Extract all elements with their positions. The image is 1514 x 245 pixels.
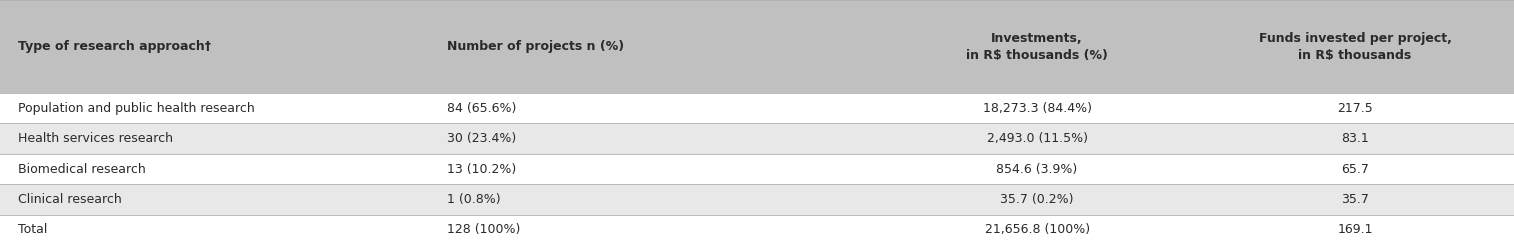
Text: Clinical research: Clinical research [18,193,123,206]
Text: 128 (100%): 128 (100%) [447,223,519,236]
Text: 35.7: 35.7 [1341,193,1369,206]
Bar [0,93,1514,123]
Text: Funds invested per project,
in R$ thousands: Funds invested per project, in R$ thousa… [1258,32,1452,61]
Text: Type of research approach†: Type of research approach† [18,40,210,53]
Bar [0,0,1514,93]
Bar [0,184,1514,215]
Text: 169.1: 169.1 [1337,223,1373,236]
Text: Total: Total [18,223,47,236]
Text: 65.7: 65.7 [1341,162,1369,176]
Text: 1 (0.8%): 1 (0.8%) [447,193,500,206]
Text: 854.6 (3.9%): 854.6 (3.9%) [996,162,1078,176]
Bar [0,215,1514,245]
Text: 18,273.3 (84.4%): 18,273.3 (84.4%) [983,102,1092,115]
Text: Number of projects n (%): Number of projects n (%) [447,40,624,53]
Text: 21,656.8 (100%): 21,656.8 (100%) [984,223,1090,236]
Text: 83.1: 83.1 [1341,132,1369,145]
Bar [0,154,1514,184]
Text: Health services research: Health services research [18,132,173,145]
Text: Biomedical research: Biomedical research [18,162,145,176]
Text: Population and public health research: Population and public health research [18,102,254,115]
Text: 217.5: 217.5 [1337,102,1373,115]
Text: 30 (23.4%): 30 (23.4%) [447,132,516,145]
Text: 2,493.0 (11.5%): 2,493.0 (11.5%) [987,132,1087,145]
Text: 13 (10.2%): 13 (10.2%) [447,162,516,176]
Text: 35.7 (0.2%): 35.7 (0.2%) [1001,193,1073,206]
Text: Investments,
in R$ thousands (%): Investments, in R$ thousands (%) [966,32,1108,61]
Bar [0,123,1514,154]
Text: 84 (65.6%): 84 (65.6%) [447,102,516,115]
